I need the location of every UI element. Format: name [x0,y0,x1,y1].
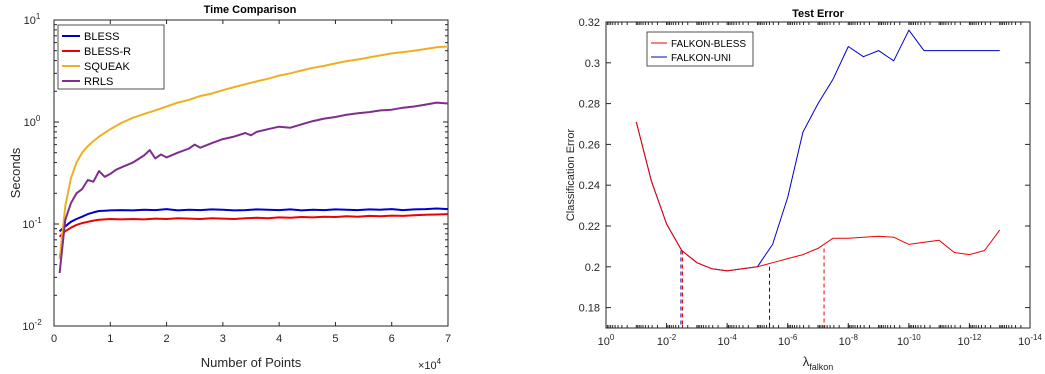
chart1-y-tick-base: 10 [24,15,36,27]
chart2-y-tick-label: 0.3 [585,58,600,70]
chart1-legend: BLESS BLESS-R SQUEAK RRLS [57,24,165,90]
chart1-x-tick-label: 1 [107,333,113,345]
chart2-x-tick-base: 10 [598,336,610,348]
chart2-minor-ticks [606,22,1031,328]
chart2-y-tick-label: 0.24 [579,180,600,192]
chart2-legend-box [646,31,754,67]
chart2-x-tick-base: 10 [839,336,851,348]
chart2-x-tick-exp: -10 [909,333,921,342]
chart2-x-tick-label: 100 [598,333,615,348]
chart2-x-tick-exp: -2 [669,333,677,342]
chart1-x-tick-label: 0 [51,333,57,345]
chart2-legend: FALKON-BLESS FALKON-UNI [646,31,754,67]
chart2-y-tick-label: 0.32 [579,17,600,29]
chart2-series-line-falkon-bless [635,121,1001,272]
chart1-x-tick-label: 2 [164,333,170,345]
chart1-y-axis-label: Seconds [8,147,23,198]
chart2-x-axis-label-main: λ [803,354,810,369]
chart1-series-line-rrls [58,101,449,274]
chart2-x-tick-exp: -4 [730,333,738,342]
chart2-x-tick-base: 10 [778,336,790,348]
chart2-legend-label-falkon-uni: FALKON-UNI [671,53,731,64]
chart1-y-tick-base: 10 [22,321,34,333]
chart1-y-tick-exp: 0 [36,114,41,123]
chart1-legend-label-squeak: SQUEAK [84,61,131,73]
chart1-y-tick-label: 10-2 [22,318,42,333]
chart1-y-tick-base: 10 [22,219,34,231]
chart2-x-tick-label: 10-8 [839,333,859,348]
chart1-y-tick-base: 10 [24,117,36,129]
chart1-title: Time Comparison [204,4,297,16]
chart2-x-axis-label-sub: falkon [809,362,833,372]
chart1-legend-label-bless: BLESS [84,31,119,43]
chart1-series-line-bless-r [58,213,449,238]
chart2-x-tick-label: 10-10 [897,333,921,348]
chart2-y-tick-label: 0.22 [579,221,600,233]
chart1-y-tick-exp: -1 [35,216,43,225]
chart2-title: Test Error [792,8,844,20]
chart2-y-tick-label: 0.18 [579,303,600,315]
chart1-x-multiplier: ×104 [418,357,442,372]
chart2-y-tick-label: 0.2 [585,262,600,274]
chart2-x-tick-exp: -6 [790,333,798,342]
chart2-x-tick-base: 10 [958,336,970,348]
chart1-x-axis-label: Number of Points [201,355,302,370]
chart1-x-ticks: 0 1 2 3 4 5 6 7 [51,20,451,345]
chart2-plot-area [605,21,1031,329]
chart2-x-tick-exp: -8 [851,333,859,342]
chart2-x-axis-label: λfalkon [803,354,834,372]
chart2-x-tick-base: 10 [717,336,729,348]
chart2-x-tick-exp: -12 [970,333,982,342]
chart1-x-multiplier-exp: 4 [437,357,442,366]
chart2-x-tick-exp: 0 [610,333,615,342]
chart2-x-tick-label: 10-12 [958,333,982,348]
chart1-series-line-bless [58,207,449,232]
chart1-y-tick-label: 100 [24,114,41,129]
chart2-x-tick-base: 10 [1018,336,1030,348]
chart2-x-tick-base: 10 [897,336,909,348]
chart1-x-multiplier-base: ×10 [418,360,437,372]
chart1-legend-label-rrls: RRLS [84,76,113,88]
chart2-x-tick-label: 10-2 [657,333,677,348]
chart2-legend-label-falkon-bless: FALKON-BLESS [671,39,746,50]
chart1-x-tick-label: 4 [276,333,282,345]
chart2-y-ticks: 0.18 0.2 0.22 0.24 0.26 0.28 0.3 0.32 [579,17,1030,315]
chart1-y-tick-label: 10-1 [22,216,42,231]
chart1-x-tick-label: 6 [389,333,395,345]
chart2-x-tick-label: 10-6 [778,333,798,348]
chart2-y-tick-label: 0.26 [579,139,600,151]
chart2-x-tick-label: 10-4 [717,333,737,348]
chart1-x-tick-label: 3 [220,333,226,345]
chart2-x-tick-exp: -14 [1030,333,1042,342]
chart1-y-tick-exp: -2 [35,318,43,327]
chart2-x-tick-label: 10-14 [1018,333,1042,348]
chart1-y-tick-exp: 1 [36,12,41,21]
chart1-series-line-squeak [58,45,449,260]
chart1-x-tick-label: 7 [445,333,451,345]
chart2-x-ticks: 100 10-2 10-4 10-6 10-8 10-10 10-12 10-14 [598,323,1042,348]
chart2-y-tick-label: 0.28 [579,99,600,111]
chart2-drop-lines [680,248,825,328]
chart2-x-tick-base: 10 [657,336,669,348]
chart2-y-axis-label: Classification Error [565,129,577,222]
test-error-chart: Test Error 100 10-2 10-4 10-6 10-8 10-10 10-12… [565,8,1042,372]
chart1-y-tick-label: 101 [24,12,41,27]
chart1-series [58,45,449,274]
chart2-series [635,29,1001,272]
chart1-legend-label-bless-r: BLESS-R [84,46,131,58]
chart1-x-tick-label: 5 [332,333,338,345]
